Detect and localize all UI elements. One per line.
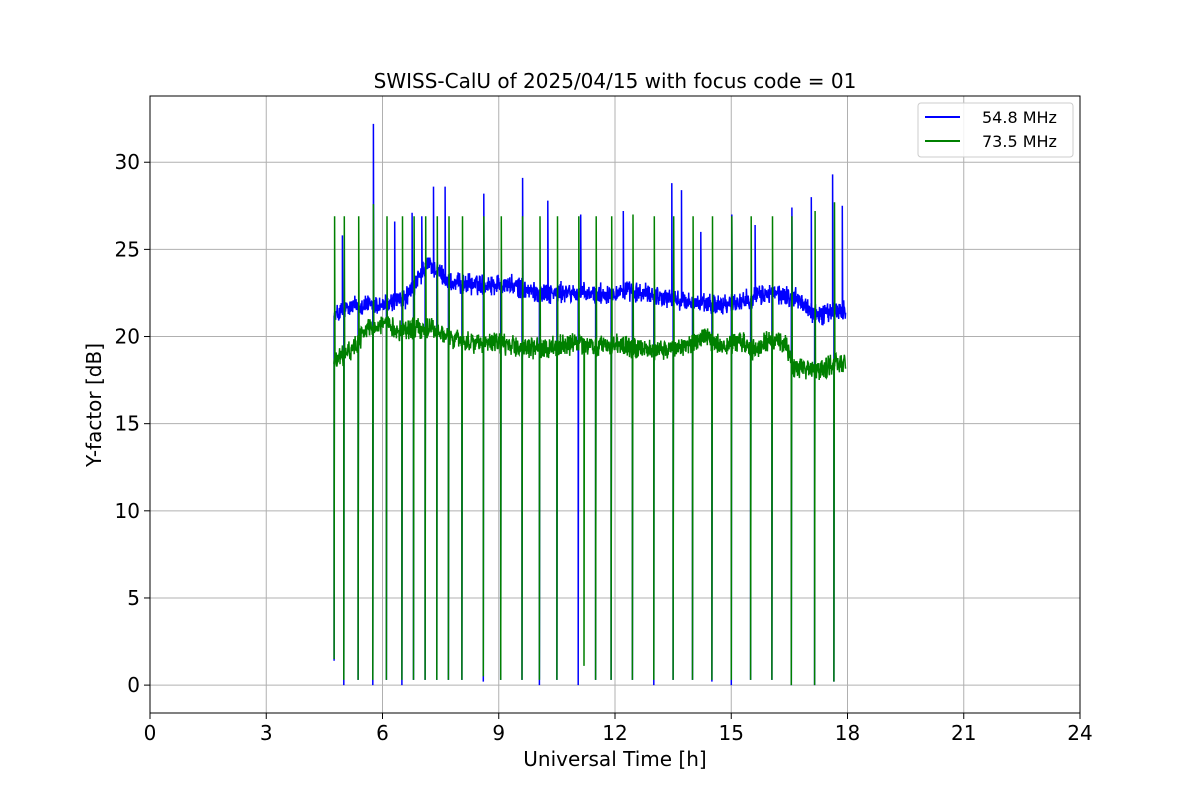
x-tick-label: 3 bbox=[260, 721, 273, 745]
y-tick-label: 5 bbox=[127, 586, 140, 610]
y-tick-label: 0 bbox=[127, 673, 140, 697]
x-tick-label: 18 bbox=[835, 721, 860, 745]
x-tick-label: 24 bbox=[1067, 721, 1092, 745]
x-tick-label: 12 bbox=[602, 721, 627, 745]
plot-series bbox=[333, 123, 847, 686]
y-tick-label: 30 bbox=[115, 150, 140, 174]
x-tick-label: 15 bbox=[719, 721, 744, 745]
x-tick-label: 9 bbox=[492, 721, 505, 745]
y-tick-label: 25 bbox=[115, 237, 140, 261]
series-line-1 bbox=[333, 202, 847, 686]
y-tick-label: 10 bbox=[115, 499, 140, 523]
y-ticks: 0 5 10 15 20 25 30 bbox=[115, 150, 150, 697]
series-line-0 bbox=[333, 123, 847, 686]
legend-label-1: 73.5 MHz bbox=[982, 132, 1057, 151]
y-tick-label: 20 bbox=[115, 325, 140, 349]
x-tick-label: 0 bbox=[144, 721, 157, 745]
y-tick-label: 15 bbox=[115, 412, 140, 436]
legend: 54.8 MHz 73.5 MHz bbox=[917, 102, 1074, 158]
chart-title: SWISS-CalU of 2025/04/15 with focus code… bbox=[374, 69, 857, 93]
legend-label-0: 54.8 MHz bbox=[982, 108, 1057, 127]
y-axis-label: Y-factor [dB] bbox=[82, 343, 106, 468]
x-tick-label: 21 bbox=[951, 721, 976, 745]
x-tick-label: 6 bbox=[376, 721, 389, 745]
x-ticks: 0 3 6 9 12 15 18 21 24 bbox=[144, 713, 1093, 745]
x-axis-label: Universal Time [h] bbox=[523, 747, 706, 771]
